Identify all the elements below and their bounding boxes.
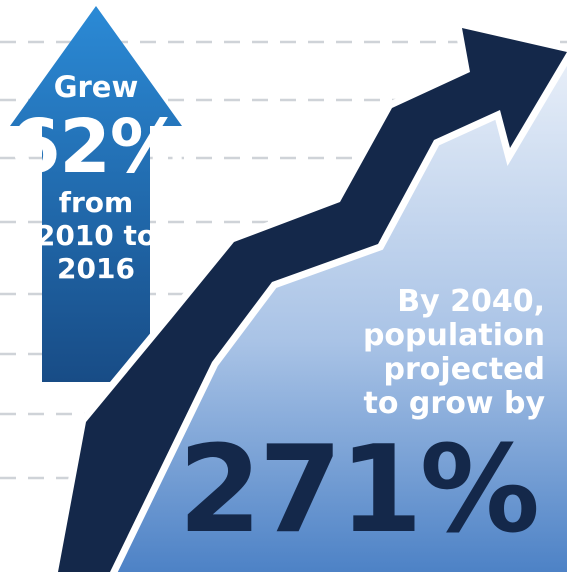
period-end-label: 2016 [57, 252, 135, 285]
growth-percent-62: 62% [8, 104, 184, 190]
projection-percent-271: 271% [178, 421, 540, 560]
grew-label: Grew [53, 70, 139, 104]
growth-area [102, 60, 567, 572]
projection-year-label: By 2040, [397, 284, 545, 319]
projection-projected-label: projected [383, 352, 545, 387]
period-start-label: 2010 to [35, 219, 157, 252]
from-label: from [58, 186, 134, 219]
up-arrow-icon [10, 6, 182, 382]
projection-grow-label: to grow by [363, 386, 545, 421]
projection-population-label: population [362, 318, 545, 353]
trend-arrow-icon [58, 28, 567, 572]
